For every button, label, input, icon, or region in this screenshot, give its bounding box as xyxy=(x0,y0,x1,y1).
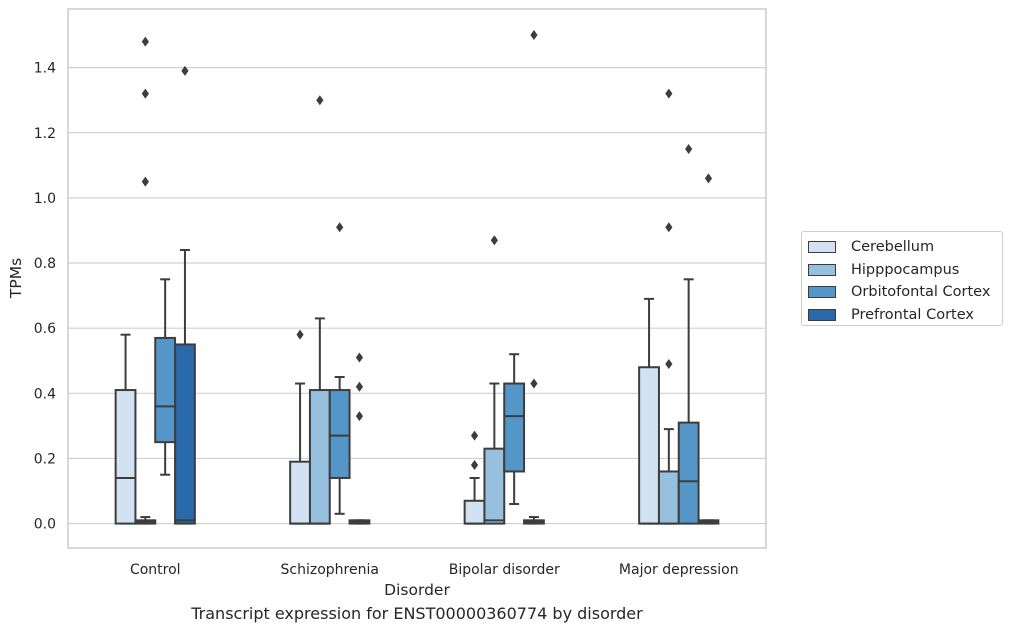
legend-item: Prefrontal Cortex xyxy=(808,304,1002,327)
outlier-point xyxy=(470,459,479,470)
box-iqr xyxy=(657,470,680,525)
legend-label: Hipppocampus xyxy=(851,261,960,278)
box-0-2 xyxy=(463,430,486,525)
box-iqr xyxy=(308,389,331,525)
outlier-point xyxy=(530,378,538,389)
box-iqr xyxy=(174,343,196,525)
box-iqr xyxy=(677,421,700,525)
outlier-point xyxy=(355,411,364,422)
box-2-0 xyxy=(154,278,177,476)
x-tick-label: Schizophrenia xyxy=(281,562,379,578)
box-layer xyxy=(114,30,720,525)
box-iqr xyxy=(114,389,137,525)
y-axis-title: TPMs xyxy=(7,258,25,299)
box-3-2 xyxy=(523,30,545,525)
legend: Cerebellum Hipppocampus Orbitofontal Corte… xyxy=(801,231,1003,326)
outlier-point xyxy=(336,222,344,233)
outlier-point xyxy=(355,352,364,363)
box-iqr xyxy=(463,499,486,525)
box-iqr xyxy=(503,382,526,473)
x-tick-label: Major depression xyxy=(619,562,739,578)
y-tick-label: 1.0 xyxy=(34,191,56,207)
legend-label: Orbitofontal Cortex xyxy=(851,284,991,301)
box-0-1 xyxy=(289,329,311,525)
gridlines xyxy=(68,67,766,525)
legend-label: Prefrontal Cortex xyxy=(851,306,974,323)
box-1-3 xyxy=(657,88,680,525)
box-iqr xyxy=(638,366,660,525)
box-1-1 xyxy=(308,95,331,525)
y-tick-label: 1.4 xyxy=(34,61,56,77)
box-3-3 xyxy=(697,173,720,525)
chart-caption: Transcript expression for ENST0000036077… xyxy=(191,604,643,623)
box-2-2 xyxy=(503,353,526,506)
x-axis-ticks: Control Schizophrenia Bipolar disorder Majo… xyxy=(130,562,739,578)
x-axis-title: Disorder xyxy=(384,581,450,599)
outlier-point xyxy=(704,173,713,184)
y-tick-label: 0.2 xyxy=(34,451,56,467)
outlier-point xyxy=(141,88,149,99)
outlier-point xyxy=(181,65,189,76)
outlier-point xyxy=(141,36,149,47)
outlier-point xyxy=(141,176,149,187)
box-1-2 xyxy=(483,235,506,525)
box-iqr xyxy=(483,447,506,525)
outlier-point xyxy=(355,381,364,392)
box-iqr xyxy=(328,389,351,479)
outlier-point xyxy=(470,430,479,441)
outlier-point xyxy=(665,358,673,369)
outlier-point xyxy=(296,329,304,340)
legend-item: Cerebellum xyxy=(808,236,1002,259)
legend-swatch xyxy=(808,286,836,299)
box-3-1 xyxy=(348,352,371,525)
outlier-point xyxy=(316,95,324,106)
y-axis-ticks: 0.0 0.2 0.4 0.6 0.8 1.0 1.2 1.4 xyxy=(34,61,56,533)
y-tick-label: 0.0 xyxy=(34,517,56,533)
y-tick-label: 0.4 xyxy=(34,386,56,402)
legend-swatch xyxy=(808,263,836,276)
outlier-point xyxy=(665,88,673,99)
outlier-point xyxy=(530,30,538,41)
outlier-point xyxy=(685,144,693,155)
legend-item: Orbitofontal Cortex xyxy=(808,281,1002,304)
box-2-3 xyxy=(677,144,700,525)
x-tick-label: Bipolar disorder xyxy=(449,562,560,578)
box-iqr xyxy=(154,336,177,444)
box-1-0 xyxy=(134,36,157,525)
box-iqr xyxy=(289,460,311,525)
legend-label: Cerebellum xyxy=(851,239,935,256)
legend-swatch xyxy=(808,241,836,254)
outlier-point xyxy=(490,235,498,246)
legend-item: Hipppocampus xyxy=(808,259,1002,282)
y-tick-label: 1.2 xyxy=(34,126,56,142)
box-3-0 xyxy=(174,65,196,525)
y-tick-label: 0.8 xyxy=(34,256,56,272)
x-tick-label: Control xyxy=(130,562,181,578)
y-tick-label: 0.6 xyxy=(34,321,56,337)
box-0-0 xyxy=(114,333,137,525)
legend-swatch xyxy=(808,308,836,321)
outlier-point xyxy=(665,222,673,233)
plot-frame xyxy=(67,8,767,549)
box-2-1 xyxy=(328,222,351,515)
box-0-3 xyxy=(638,297,660,525)
